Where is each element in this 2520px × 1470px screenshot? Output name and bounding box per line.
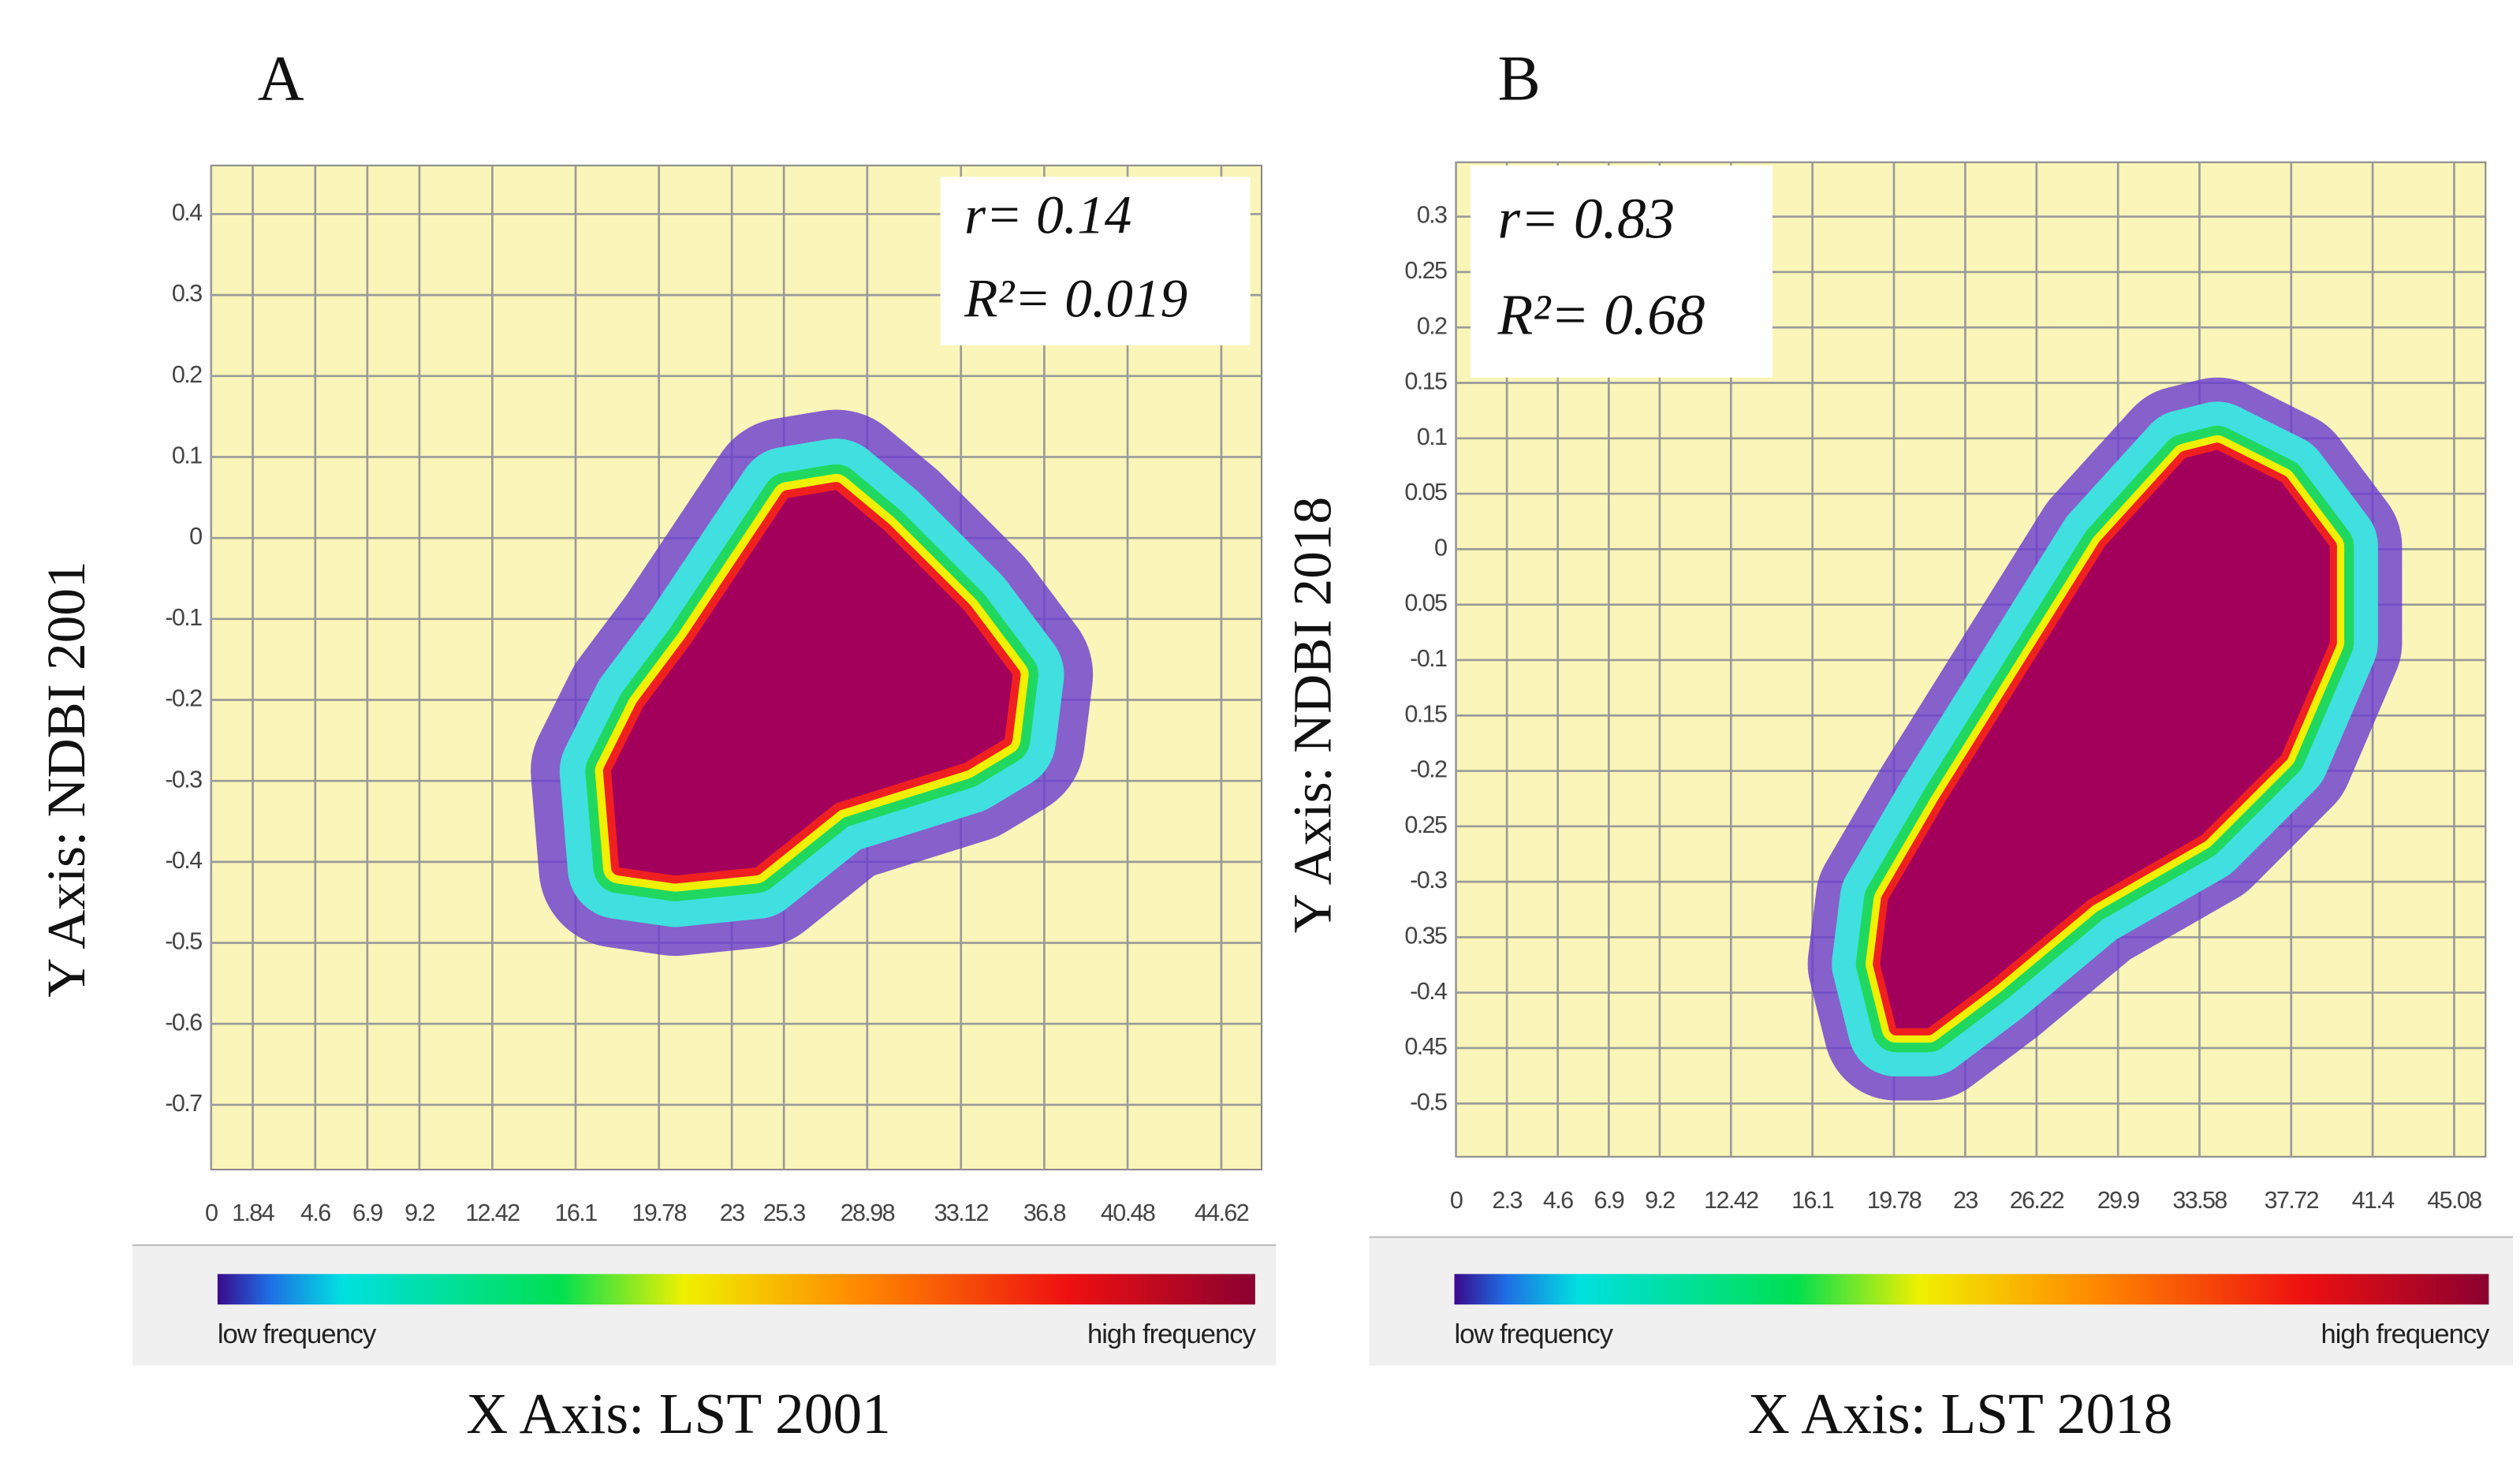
- y-tick-label: 0.4: [172, 199, 203, 226]
- y-tick-label: 0.15: [1404, 700, 1447, 727]
- y-tick-label: 0.25: [1404, 257, 1447, 284]
- density-cloud: [611, 490, 1012, 875]
- y-tick-label: -0.2: [1410, 756, 1447, 783]
- y-tick-label: 0.3: [172, 280, 202, 307]
- x-tick-label: 9.2: [1645, 1187, 1675, 1214]
- x-tick-label: 25.3: [763, 1200, 806, 1226]
- annotation-box: [1470, 165, 1773, 378]
- y-tick-label: -0.2: [165, 685, 202, 712]
- y-tick-label: 0.2: [172, 361, 202, 388]
- y-tick-label: -0.3: [1410, 867, 1447, 894]
- y-tick-label: 0: [1434, 534, 1447, 561]
- x-tick-label: 37.72: [2265, 1187, 2319, 1214]
- colorbar-label: high frequency: [1087, 1319, 1257, 1349]
- x-tick-label: 41.4: [2352, 1187, 2395, 1214]
- colorbar: [217, 1274, 1255, 1305]
- y-tick-label: 0.35: [1404, 922, 1447, 949]
- panel-label: B: [1497, 42, 1540, 114]
- y-tick-label: -0.7: [165, 1090, 202, 1117]
- y-tick-label: -0.1: [165, 604, 202, 631]
- annotation: R²= 0.019: [964, 267, 1187, 328]
- colorbar: [1454, 1274, 2489, 1305]
- x-tick-label: 19.78: [1867, 1187, 1922, 1214]
- x-tick-label: 23: [720, 1200, 744, 1226]
- y-tick-label: -0.3: [165, 766, 202, 793]
- annotation: R²= 0.68: [1497, 283, 1705, 347]
- y-tick-label: 0.2: [1417, 312, 1447, 339]
- colorbar-label: low frequency: [218, 1319, 377, 1349]
- panel-label: A: [258, 42, 304, 114]
- y-axis-label: Y Axis: NDBI 2018: [1282, 497, 1343, 933]
- colorbar-label: high frequency: [2321, 1319, 2491, 1349]
- x-axis-label: X Axis: LST 2018: [1748, 1382, 2173, 1446]
- x-tick-label: 12.42: [1704, 1187, 1758, 1214]
- x-tick-label: 33.58: [2172, 1187, 2227, 1214]
- x-tick-label: 0: [1450, 1187, 1463, 1214]
- x-tick-label: 44.62: [1195, 1200, 1249, 1226]
- colorbar-panel: [132, 1244, 1277, 1366]
- y-tick-label: 0.15: [1404, 368, 1447, 395]
- y-tick-label: -0.6: [165, 1009, 202, 1035]
- x-tick-label: 36.8: [1023, 1200, 1066, 1226]
- x-tick-label: 12.42: [465, 1200, 520, 1226]
- x-tick-label: 45.08: [2427, 1187, 2481, 1214]
- x-axis-label: X Axis: LST 2001: [466, 1382, 891, 1446]
- x-tick-label: 26.22: [2010, 1187, 2064, 1214]
- y-tick-label: -0.5: [1410, 1088, 1447, 1115]
- x-tick-label: 16.1: [1791, 1187, 1834, 1214]
- x-tick-label: 16.1: [555, 1200, 598, 1226]
- y-tick-label: 0.05: [1404, 479, 1447, 506]
- annotation-box: [940, 177, 1251, 345]
- y-tick-label: -0.4: [1410, 978, 1448, 1005]
- annotation: r= 0.83: [1497, 186, 1675, 250]
- x-tick-label: 40.48: [1101, 1200, 1155, 1226]
- y-tick-label: -0.5: [165, 928, 202, 955]
- x-tick-label: 9.2: [404, 1200, 434, 1226]
- x-tick-label: 23: [1953, 1187, 1978, 1214]
- x-tick-label: 4.6: [300, 1200, 330, 1226]
- y-tick-label: 0.45: [1404, 1033, 1447, 1060]
- x-tick-label: 6.9: [1594, 1187, 1624, 1214]
- y-axis-label: Y Axis: NDBI 2001: [35, 561, 96, 997]
- y-tick-label: 0.05: [1404, 590, 1447, 617]
- x-tick-label: 19.78: [632, 1200, 687, 1226]
- x-tick-label: 2.3: [1492, 1187, 1522, 1214]
- y-tick-label: 0.3: [1417, 202, 1447, 229]
- colorbar-label: low frequency: [1454, 1319, 1613, 1349]
- y-tick-label: 0.25: [1404, 811, 1447, 838]
- x-tick-label: 0: [205, 1200, 218, 1226]
- y-tick-label: 0: [189, 523, 202, 550]
- x-tick-label: 6.9: [352, 1200, 382, 1226]
- x-tick-label: 33.12: [934, 1200, 989, 1226]
- y-tick-label: 0.1: [172, 442, 202, 469]
- x-tick-label: 28.98: [841, 1200, 895, 1226]
- x-tick-label: 29.9: [2097, 1187, 2140, 1214]
- annotation: r= 0.14: [964, 184, 1131, 244]
- y-tick-label: -0.4: [165, 847, 203, 874]
- y-tick-label: 0.1: [1417, 423, 1447, 450]
- x-tick-label: 1.84: [232, 1200, 275, 1226]
- y-tick-label: -0.1: [1410, 645, 1447, 672]
- x-tick-label: 4.6: [1543, 1187, 1573, 1214]
